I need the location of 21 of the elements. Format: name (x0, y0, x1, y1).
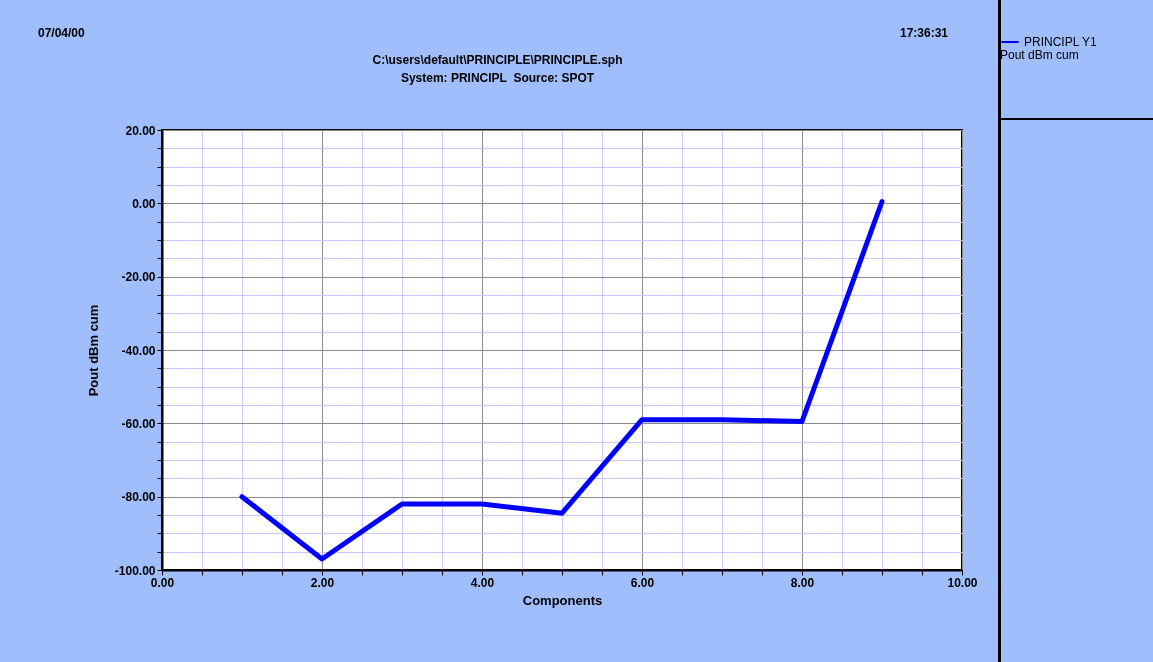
chart-title: C:\users\default\PRINCIPLE\PRINCIPLE.sph (371, 53, 624, 67)
y-tick-label: 0.00 (132, 196, 156, 211)
x-tick-label: 8.00 (790, 575, 815, 590)
y-tick-label: -100.00 (114, 563, 156, 578)
y-tick-label: -20.00 (121, 270, 156, 285)
legend-title: Pout dBm cum (1000, 48, 1079, 62)
y-tick-label: 20.00 (125, 123, 156, 138)
x-tick-label: 10.00 (947, 575, 978, 590)
x-tick-label: 4.00 (470, 575, 495, 590)
text: 17:36:31 (900, 26, 949, 40)
x-axis-title: Components (522, 592, 603, 608)
y-axis-title: Pout dBm cum (85, 304, 101, 397)
x-tick-label: 0.00 (150, 575, 175, 590)
y-tick-label: -80.00 (121, 490, 156, 505)
chart-subtitle: System: PRINCIPL Source: SPOT (399, 71, 596, 85)
legend-label: PRINCIPL Y1 (1024, 35, 1098, 49)
y-tick-label: -60.00 (121, 416, 156, 431)
y-tick-label: -40.00 (121, 343, 156, 358)
text: 07/04/00 (38, 26, 85, 40)
x-tick-label: 6.00 (630, 575, 655, 590)
x-tick-label: 2.00 (310, 575, 335, 590)
